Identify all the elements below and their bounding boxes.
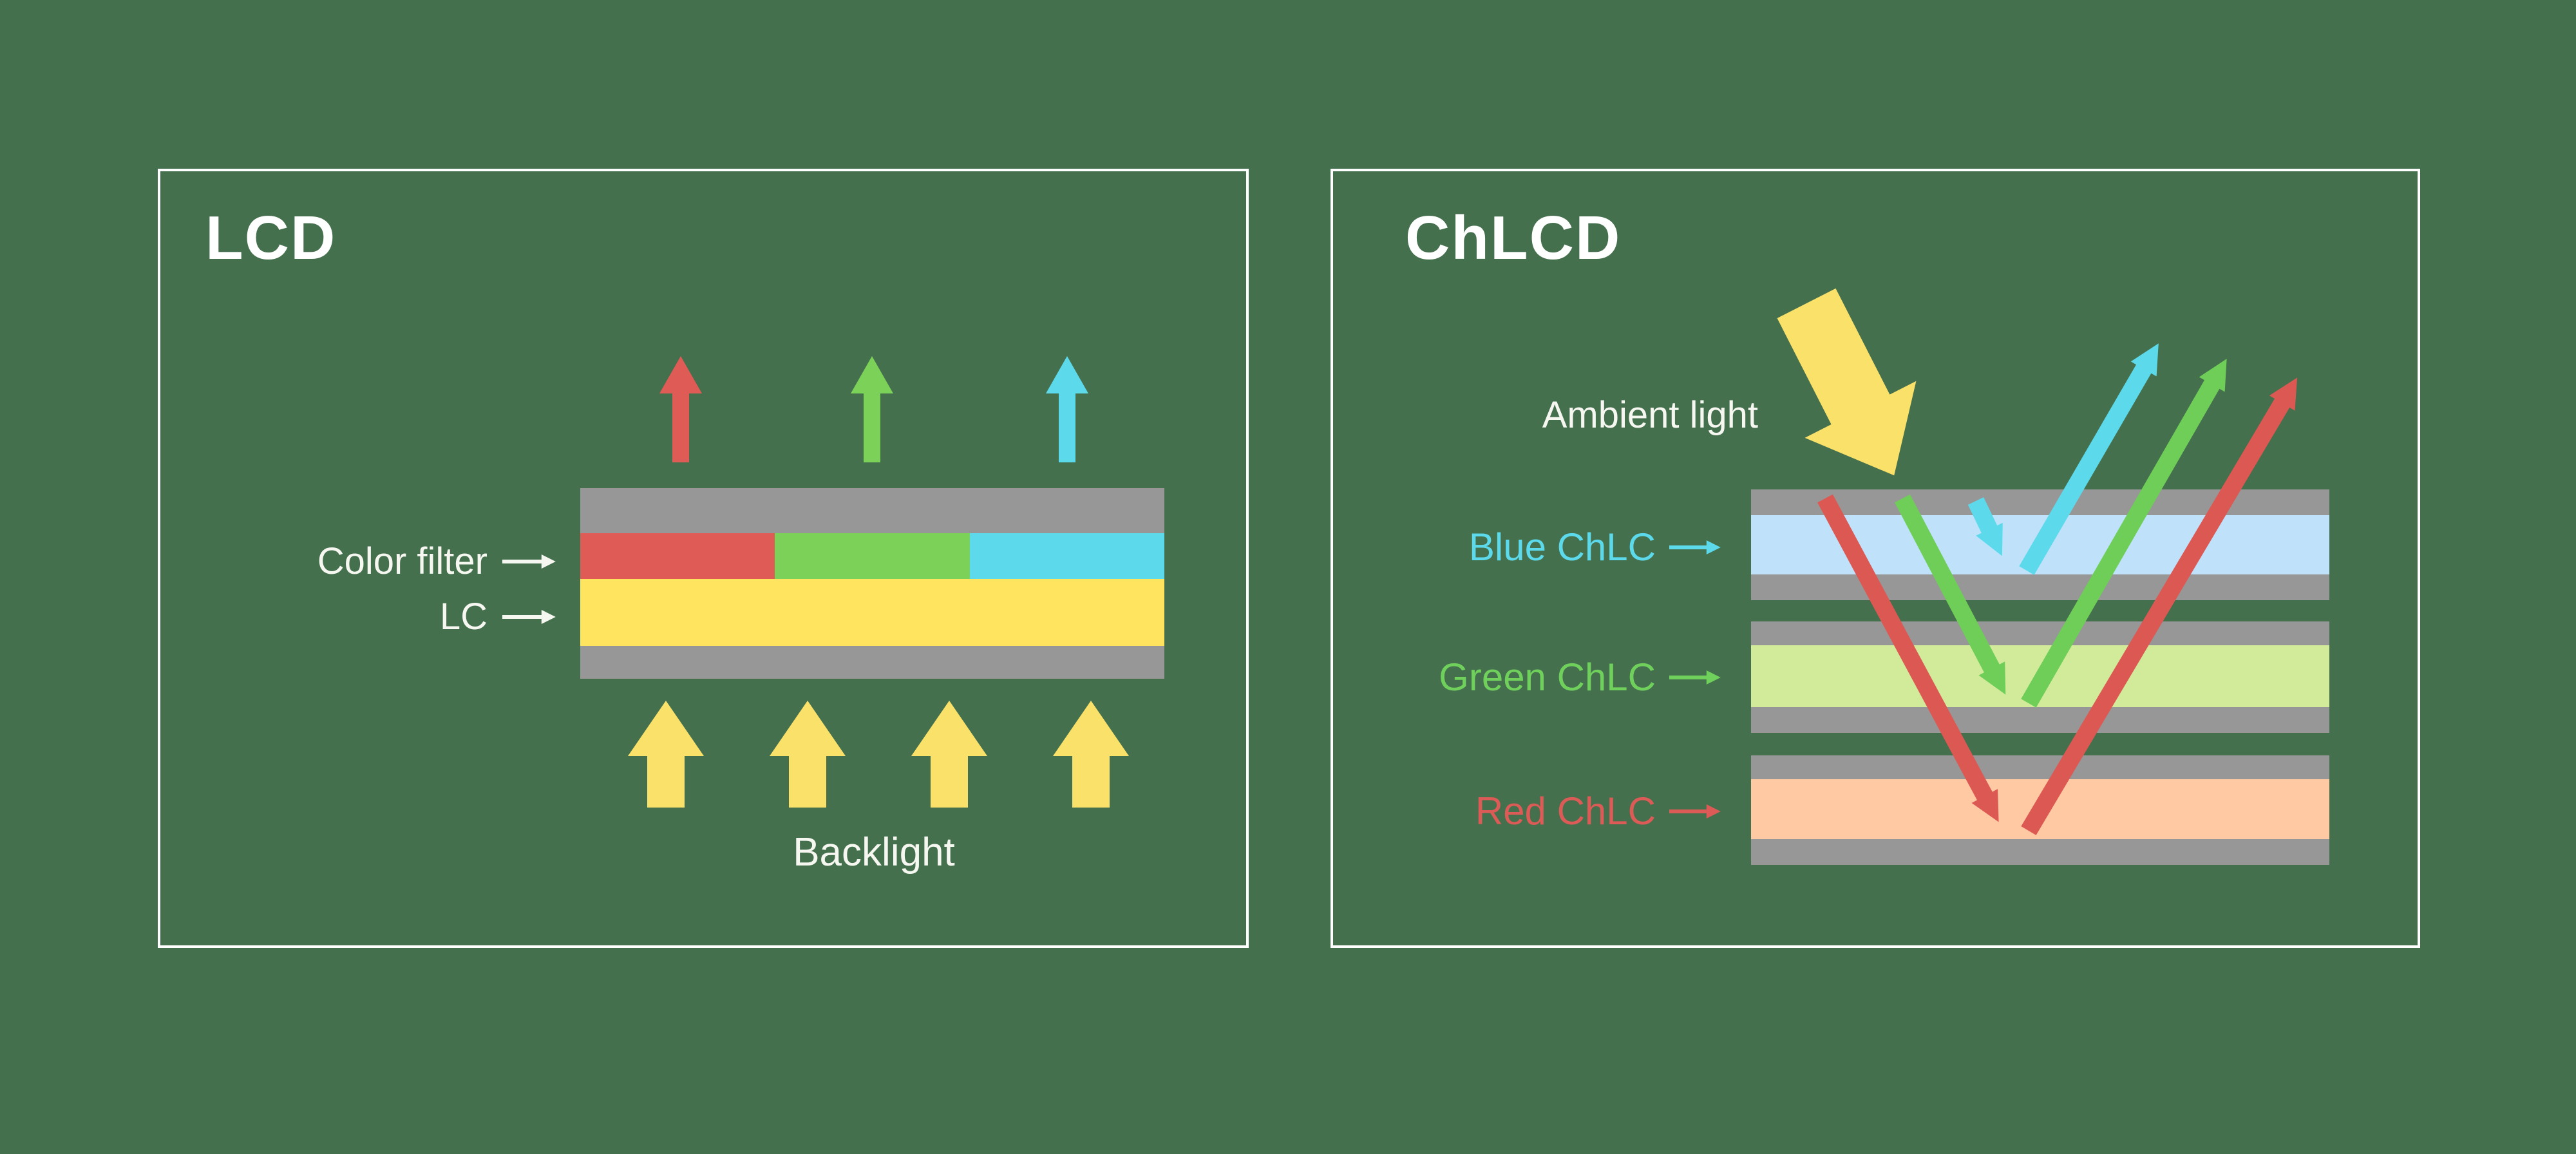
red-incoming-ray-arrow-icon: [1817, 494, 1999, 822]
green-chlc-stack: [1751, 621, 2329, 733]
chlcd-panel: ChLCD: [1331, 169, 2420, 948]
ambient-light-label: Ambient light: [1542, 394, 1758, 436]
backlight-label: Backlight: [793, 830, 955, 875]
cyan-reflected-ray-arrow-icon: [2019, 343, 2159, 575]
green-reflected-ray-arrow-icon: [2021, 359, 2227, 708]
backlight-arrow-icon: [911, 701, 987, 808]
cyan-transmitted-arrow-icon: [1046, 356, 1088, 462]
green-chlc-label: Green ChLC: [1439, 656, 1656, 699]
lcd-layer-stack: [580, 488, 1164, 679]
lcd-panel: LCD Color filter LC Backlight: [158, 169, 1249, 948]
green-chlc-top-glass-bar: [1751, 621, 2329, 645]
lcd-top-glass-bar: [580, 488, 1164, 533]
lc-label: LC: [439, 596, 488, 638]
ambient-light-arrow-icon: [1777, 288, 1917, 476]
red-transmitted-arrow-icon: [659, 356, 702, 462]
lc-layer: [580, 579, 1164, 646]
red-chlc-bottom-glass-bar: [1751, 839, 2329, 865]
lcd-arrows-layer: [502, 356, 1129, 808]
color-filter-green-segment: [775, 533, 970, 579]
blue-chlc-bottom-glass-bar: [1751, 574, 2329, 600]
backlight-arrow-icon: [1053, 701, 1129, 808]
red-chlc-stack: [1751, 755, 2329, 865]
lcd-bottom-glass-bar: [580, 646, 1164, 679]
color-filter-label: Color filter: [317, 540, 488, 582]
backlight-arrow-icon: [770, 701, 846, 808]
backlight-arrow-icon: [628, 701, 704, 808]
color-filter-red-segment: [580, 533, 775, 579]
blue-chlc-label: Blue ChLC: [1468, 525, 1656, 569]
green-chlc-bottom-glass-bar: [1751, 707, 2329, 733]
cyan-incoming-ray-arrow-icon: [1967, 497, 2003, 556]
lcd-title: LCD: [205, 203, 337, 272]
chlcd-title: ChLCD: [1405, 203, 1622, 272]
red-chlc-top-glass-bar: [1751, 755, 2329, 779]
green-incoming-ray-arrow-icon: [1895, 494, 2006, 695]
red-reflected-ray-arrow-icon: [2021, 377, 2298, 835]
chlcd-arrows-layer: [1669, 288, 2298, 835]
green-transmitted-arrow-icon: [851, 356, 893, 462]
color-filter-cyan-segment: [970, 533, 1164, 579]
red-chlc-label: Red ChLC: [1475, 790, 1656, 833]
